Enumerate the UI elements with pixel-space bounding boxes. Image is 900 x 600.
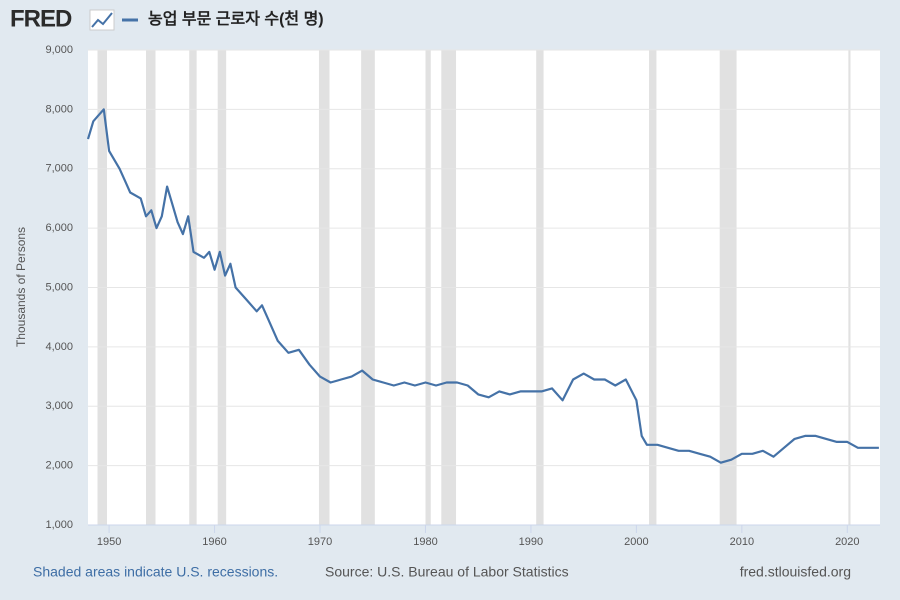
x-tick-label: 2020 — [835, 536, 859, 548]
series-line — [86, 108, 879, 464]
x-tick-label: 1980 — [413, 536, 437, 548]
logo-icon — [89, 9, 115, 31]
source: Source: U.S. Bureau of Labor Statistics — [325, 564, 569, 580]
y-tick-label: 3,000 — [45, 400, 73, 412]
y-tick-label: 5,000 — [45, 281, 73, 293]
x-tick-label: 1970 — [308, 536, 332, 548]
y-tick-label: 9,000 — [45, 44, 73, 56]
x-tick-label: 1990 — [519, 536, 543, 548]
y-tick-label: 4,000 — [45, 341, 73, 353]
x-tick-label: 1950 — [97, 536, 121, 548]
y-tick-label: 1,000 — [45, 519, 73, 531]
logo[interactable]: FRED — [10, 5, 73, 32]
y-axis-label: Thousands of Persons — [14, 227, 28, 347]
x-tick-label: 2000 — [624, 536, 648, 548]
site-link[interactable]: fred.stlouisfed.org — [740, 564, 851, 580]
y-tick-label: 7,000 — [45, 163, 73, 175]
y-tick-label: 8,000 — [45, 103, 73, 115]
y-tick-label: 2,000 — [45, 460, 73, 472]
y-tick-label: 6,000 — [45, 222, 73, 234]
x-tick-label: 2010 — [730, 536, 754, 548]
x-tick-label: 1960 — [202, 536, 226, 548]
legend-label: 농업 부문 근로자 수(천 명) — [148, 10, 324, 28]
recession-note: Shaded areas indicate U.S. recessions. — [33, 564, 278, 580]
